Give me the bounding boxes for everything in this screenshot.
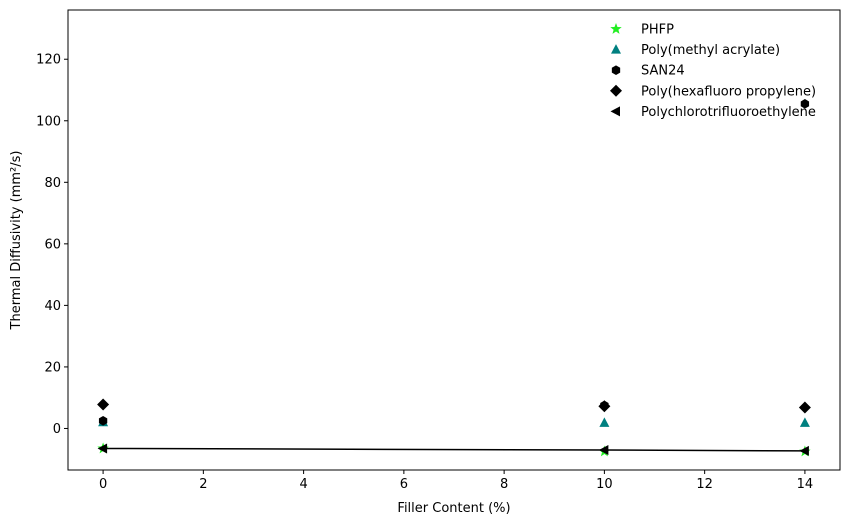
legend-marker <box>610 106 620 117</box>
series-1 <box>98 416 810 427</box>
y-tick-label: 20 <box>44 360 61 375</box>
legend-label: Poly(methyl acrylate) <box>641 43 780 58</box>
series-2 <box>98 99 810 426</box>
data-point <box>800 99 810 109</box>
x-tick-label: 2 <box>199 477 207 492</box>
legend-marker <box>611 44 621 54</box>
x-axis-label: Filler Content (%) <box>397 501 510 516</box>
y-axis-label: Thermal Diffusivity (mm²/s) <box>9 151 24 331</box>
data-point <box>97 398 110 411</box>
data-point <box>799 445 809 456</box>
plot-marks <box>97 99 811 457</box>
data-point <box>598 445 609 455</box>
x-axis: 0 2 4 6 8 10 12 14 <box>99 470 813 492</box>
y-tick-label: 0 <box>53 422 61 437</box>
y-tick-label: 100 <box>36 114 61 129</box>
legend-marker <box>610 23 622 34</box>
legend-label: Poly(hexafluoro propylene) <box>641 84 816 99</box>
data-point <box>598 400 611 413</box>
legend-label: SAN24 <box>641 64 685 79</box>
x-tick-label: 8 <box>500 477 508 492</box>
data-point <box>798 401 811 414</box>
data-point <box>98 415 108 426</box>
legend-label: PHFP <box>641 23 674 38</box>
x-tick-label: 4 <box>299 477 307 492</box>
y-tick-label: 60 <box>44 237 61 252</box>
series-3 <box>97 398 811 414</box>
series-4 <box>97 443 809 456</box>
y-axis: 0 20 40 60 80 100 120 <box>36 53 68 437</box>
x-tick-label: 6 <box>400 477 408 492</box>
x-tick-label: 0 <box>99 477 107 492</box>
data-point <box>599 417 610 427</box>
data-point <box>97 443 108 454</box>
plot-frame <box>67 9 841 471</box>
x-tick-label: 10 <box>596 477 613 492</box>
y-tick-label: 80 <box>44 176 61 191</box>
series-line <box>103 447 805 452</box>
x-tick-label: 12 <box>696 477 713 492</box>
y-tick-label: 40 <box>44 299 61 314</box>
x-tick-label: 14 <box>797 477 814 492</box>
y-tick-label: 120 <box>36 53 61 68</box>
legend: PHFP Poly(methyl acrylate) SAN24 Poly(hexaf… <box>610 23 816 120</box>
legend-label: Polychlorotrifluoroethylene <box>641 105 816 120</box>
legend-marker <box>610 84 622 97</box>
legend-marker <box>611 65 621 75</box>
data-point <box>799 417 810 427</box>
